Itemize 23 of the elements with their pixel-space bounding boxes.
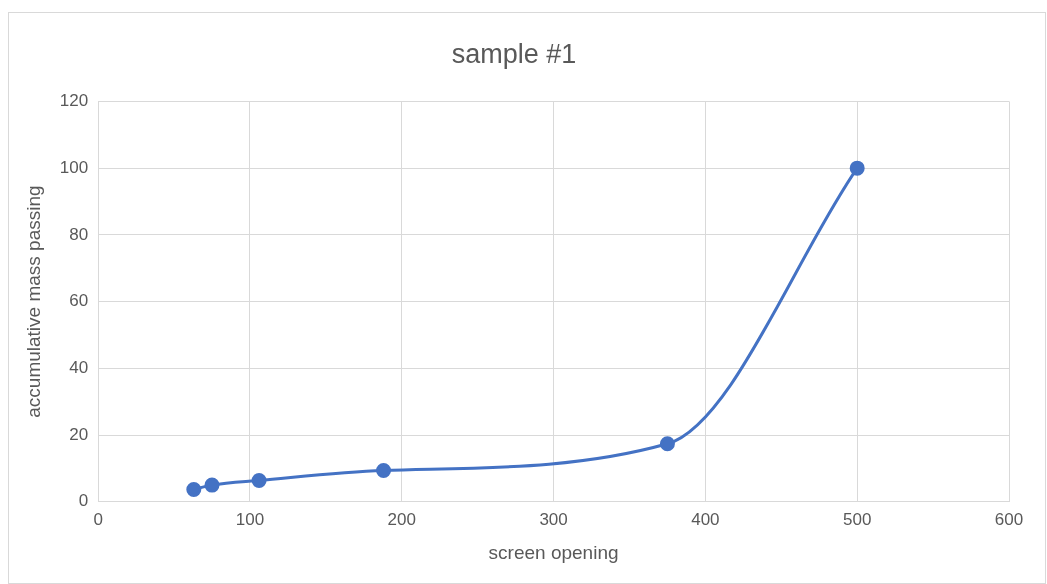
x-axis-title: screen opening: [488, 541, 619, 563]
x-tick-label: 0: [93, 509, 103, 529]
y-tick-label: 120: [59, 91, 89, 111]
x-tick-label: 200: [387, 509, 416, 529]
point: [376, 462, 392, 478]
y-tick-label: 20: [69, 424, 89, 444]
y-axis-title: accumulative mass passing: [22, 185, 44, 418]
y-tick-label: 60: [69, 291, 89, 311]
point: [251, 472, 267, 488]
chart-title: sample #1: [451, 38, 577, 69]
y-tick-label: 80: [69, 224, 89, 244]
point: [204, 477, 220, 493]
x-tick-label: 600: [994, 509, 1024, 529]
x-tick-label: 100: [235, 509, 265, 529]
x-tick-label: 500: [843, 509, 872, 529]
x-tick-label: 300: [539, 509, 568, 529]
x-tick-label: 400: [691, 509, 720, 529]
y-tick-label: 100: [59, 157, 89, 177]
point: [849, 160, 865, 176]
point: [659, 436, 675, 452]
point: [186, 481, 202, 497]
y-tick-label: 40: [69, 358, 89, 378]
y-tick-label: 0: [78, 491, 89, 511]
